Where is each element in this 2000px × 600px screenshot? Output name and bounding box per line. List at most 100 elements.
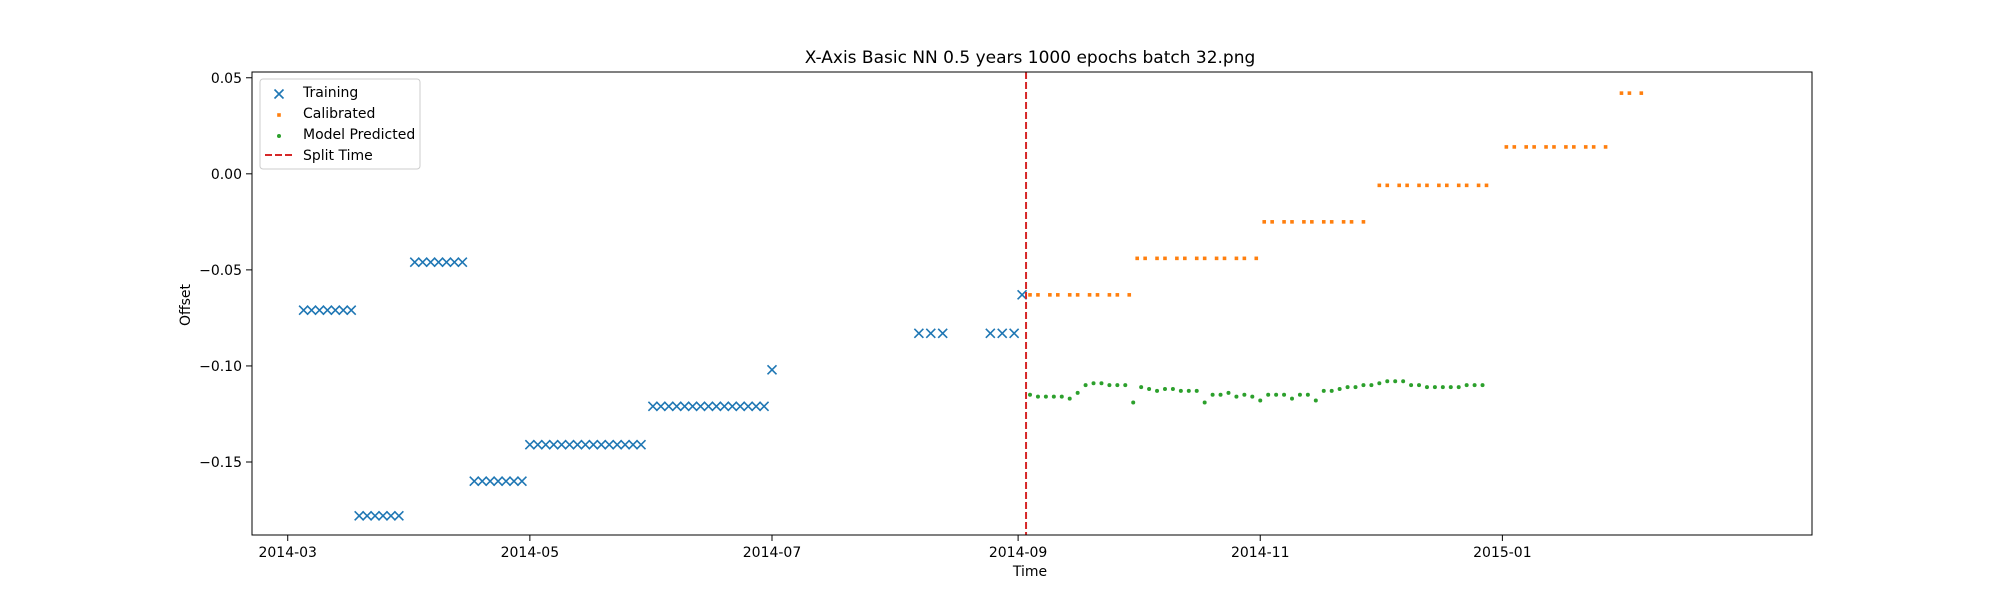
data-point <box>1424 385 1429 390</box>
data-point <box>1552 145 1556 149</box>
data-point <box>1075 293 1080 297</box>
data-point <box>1572 145 1576 149</box>
data-point <box>679 401 690 412</box>
data-point <box>532 439 543 450</box>
data-point <box>1067 396 1072 401</box>
y-tick-label: 0.00 <box>211 167 242 183</box>
data-point <box>1532 145 1536 149</box>
data-point <box>719 401 730 412</box>
data-point <box>1361 220 1366 224</box>
data-point <box>1385 183 1390 188</box>
data-point <box>1321 220 1326 224</box>
data-point <box>1009 328 1020 339</box>
x-axis-label: Time <box>1012 564 1047 580</box>
series-model-predicted <box>1028 379 1485 405</box>
data-point <box>393 510 404 521</box>
data-point <box>1564 145 1568 149</box>
data-point <box>1036 293 1040 297</box>
data-point <box>1194 388 1199 393</box>
data-point <box>687 401 698 412</box>
legend-swatch-calibrated <box>277 113 281 117</box>
data-point <box>663 401 674 412</box>
data-point <box>1143 256 1147 261</box>
data-point <box>620 439 631 450</box>
data-point <box>1210 392 1215 397</box>
data-point <box>1440 385 1445 390</box>
data-point <box>338 305 349 316</box>
data-point <box>572 439 583 450</box>
data-point <box>1048 293 1052 297</box>
data-point <box>556 439 567 450</box>
data-point <box>695 401 706 412</box>
data-point <box>1123 383 1128 388</box>
series-training <box>298 257 1028 521</box>
data-point <box>306 305 317 316</box>
data-point <box>1385 379 1390 384</box>
data-point <box>1178 388 1183 393</box>
data-point <box>1131 400 1136 405</box>
data-point <box>1043 394 1048 399</box>
data-point <box>628 439 639 450</box>
data-point <box>1377 381 1382 386</box>
y-tick-label: 0.05 <box>211 71 242 87</box>
data-point <box>377 510 389 521</box>
data-point <box>500 476 512 487</box>
data-point <box>1437 183 1441 188</box>
data-point <box>433 257 444 268</box>
y-tick-label: −0.15 <box>199 455 242 471</box>
data-point <box>1226 390 1231 395</box>
data-point <box>1445 183 1449 188</box>
data-point <box>1369 383 1374 388</box>
data-point <box>1250 394 1255 399</box>
data-point <box>1056 293 1060 297</box>
data-point <box>1341 220 1346 224</box>
data-point <box>298 305 309 316</box>
data-point <box>1091 381 1096 386</box>
data-point <box>1524 145 1528 149</box>
data-point <box>1377 183 1382 188</box>
data-point <box>369 510 381 521</box>
data-point <box>1544 145 1548 149</box>
data-point <box>1432 385 1437 390</box>
legend-box <box>259 78 421 170</box>
data-point <box>1305 392 1310 397</box>
data-point <box>385 510 396 521</box>
data-point <box>913 328 924 339</box>
data-point <box>1329 220 1334 224</box>
plot-frame <box>251 71 1813 536</box>
data-point <box>1170 386 1175 391</box>
legend-label: Split Time <box>303 148 373 164</box>
data-point <box>1202 400 1207 405</box>
data-point <box>1075 390 1080 395</box>
data-point <box>1583 145 1588 149</box>
data-point <box>1512 145 1517 149</box>
data-point <box>1194 256 1199 261</box>
legend-swatch-model-predicted <box>277 134 281 138</box>
data-point <box>1218 392 1223 397</box>
data-point <box>1234 256 1239 261</box>
y-axis: 0.05 0.00 −0.05 −0.10 −0.15 <box>199 71 252 471</box>
data-point <box>1028 293 1032 297</box>
data-point <box>1448 385 1453 390</box>
data-point <box>703 401 714 412</box>
legend-label: Calibrated <box>303 106 375 122</box>
data-point <box>1282 220 1286 224</box>
x-tick-label: 2014-07 <box>743 545 802 561</box>
data-point <box>1186 388 1191 393</box>
data-point <box>516 476 527 487</box>
data-point <box>1464 383 1469 388</box>
data-point <box>1234 394 1239 399</box>
data-point <box>1321 388 1326 393</box>
data-point <box>671 401 682 412</box>
data-point <box>743 401 754 412</box>
data-point <box>1214 256 1219 261</box>
data-point <box>1627 91 1632 95</box>
data-point <box>1028 392 1033 397</box>
data-point <box>1456 385 1461 390</box>
data-point <box>524 439 535 450</box>
data-point <box>735 401 746 412</box>
data-point <box>1393 379 1398 384</box>
data-point <box>1401 379 1406 384</box>
data-point <box>1405 183 1409 188</box>
